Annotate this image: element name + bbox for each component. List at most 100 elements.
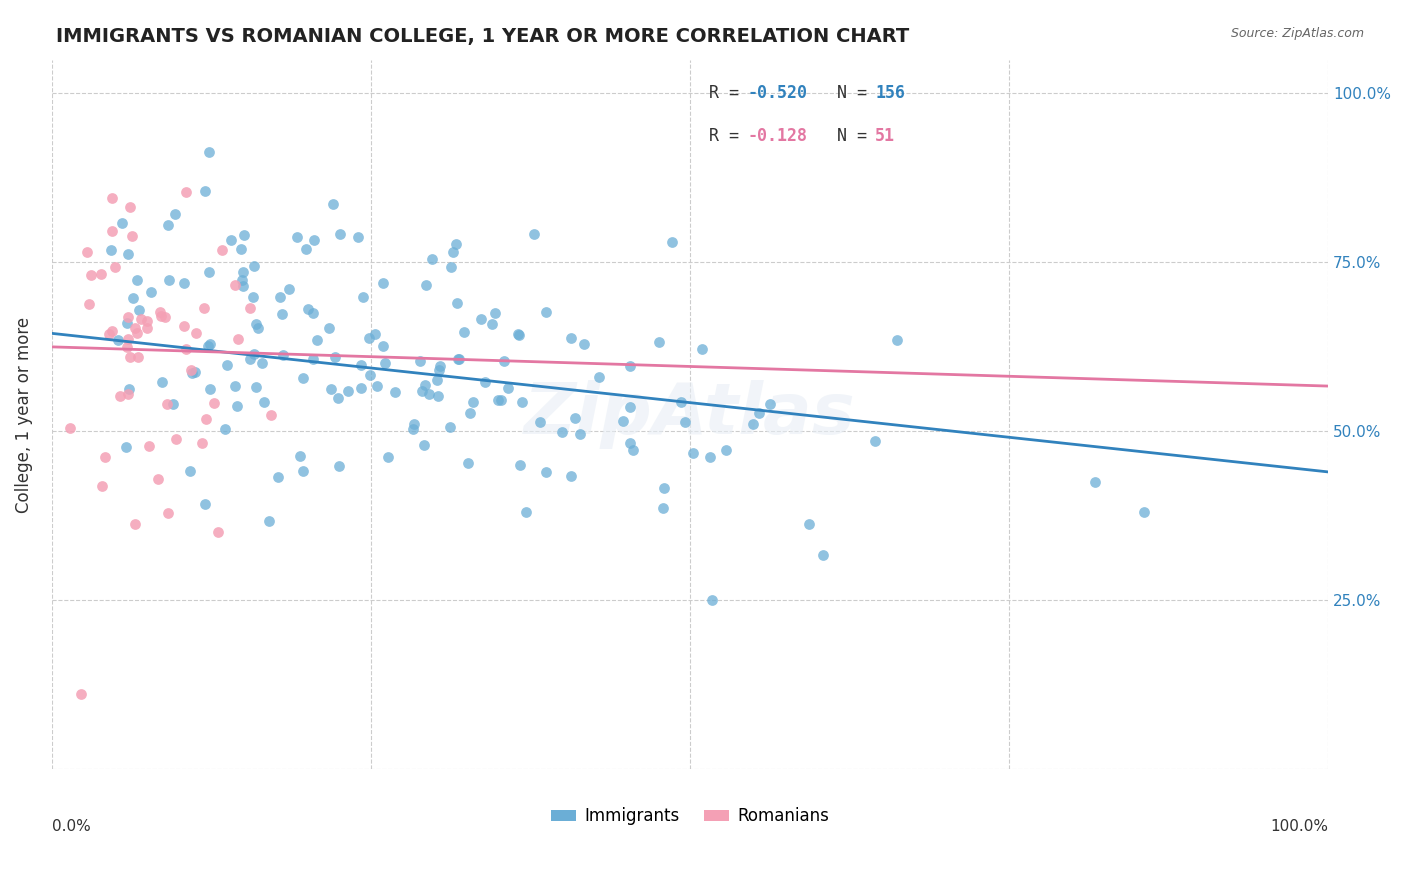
Point (484, 306, 506, 320)
Point (104, 260, 127, 275)
Point (302, 351, 325, 366)
Point (350, 381, 373, 395)
Point (337, 384, 360, 399)
Point (110, 388, 132, 402)
Point (446, 295, 468, 310)
Point (612, 414, 634, 428)
Point (411, 384, 433, 399)
Point (193, 301, 215, 315)
Point (125, 273, 148, 287)
Point (69, 687, 91, 701)
Point (194, 497, 217, 511)
Point (415, 377, 437, 392)
Point (418, 387, 440, 401)
Point (139, 285, 162, 299)
Point (271, 307, 294, 321)
Point (156, 397, 179, 411)
Point (136, 314, 159, 328)
Point (301, 306, 323, 320)
Point (150, 375, 173, 389)
Point (184, 326, 207, 341)
Point (496, 381, 519, 395)
Point (127, 350, 149, 364)
Point (76, 244, 98, 259)
Point (427, 389, 450, 403)
Point (366, 379, 388, 393)
Point (523, 227, 546, 241)
Point (245, 380, 267, 394)
Point (129, 312, 152, 326)
Point (157, 273, 180, 287)
Point (359, 368, 381, 382)
Point (371, 339, 394, 353)
Point (811, 548, 834, 562)
Point (425, 373, 447, 387)
Point (534, 465, 557, 479)
Point (652, 500, 675, 515)
Text: 51: 51 (875, 127, 896, 145)
Point (322, 197, 344, 211)
Text: 156: 156 (875, 85, 905, 103)
Point (384, 384, 406, 399)
Point (191, 435, 214, 450)
Point (427, 362, 450, 376)
Point (226, 399, 249, 413)
Point (118, 200, 141, 214)
Point (510, 395, 533, 409)
Point (439, 419, 461, 434)
Point (374, 356, 396, 370)
Point (307, 333, 329, 347)
Point (173, 276, 195, 290)
Point (59, 421, 82, 435)
Point (107, 333, 129, 347)
Point (346, 230, 368, 244)
Point (197, 339, 219, 353)
Point (114, 440, 136, 454)
Point (509, 458, 531, 472)
Point (619, 359, 641, 373)
Point (232, 279, 254, 293)
Point (377, 450, 399, 465)
Point (243, 347, 266, 361)
Point (564, 411, 586, 425)
Point (494, 354, 516, 368)
Point (797, 517, 820, 532)
Point (402, 417, 425, 431)
Point (415, 277, 437, 292)
Point (207, 524, 229, 539)
Point (661, 235, 683, 249)
Point (257, 514, 280, 528)
Point (101, 224, 124, 238)
Point (652, 482, 675, 496)
Point (184, 365, 207, 379)
Point (508, 327, 530, 342)
Point (198, 265, 221, 279)
Point (117, 247, 139, 261)
Point (402, 422, 425, 436)
Point (463, 394, 485, 409)
Point (648, 334, 671, 349)
Point (162, 396, 184, 410)
Point (117, 382, 139, 396)
Point (446, 236, 468, 251)
Point (318, 320, 340, 334)
Point (329, 227, 352, 241)
Point (174, 342, 197, 356)
Point (328, 392, 350, 406)
Point (181, 366, 204, 380)
Point (239, 301, 262, 316)
Point (1133, 505, 1156, 519)
Point (100, 244, 122, 258)
Point (124, 516, 146, 531)
Point (702, 593, 724, 607)
Point (204, 396, 226, 410)
Point (239, 352, 262, 367)
Point (420, 252, 443, 266)
Point (138, 440, 160, 454)
Point (371, 276, 394, 290)
Text: IMMIGRANTS VS ROMANIAN COLLEGE, 1 YEAR OR MORE CORRELATION CHART: IMMIGRANTS VS ROMANIAN COLLEGE, 1 YEAR O… (56, 27, 910, 45)
Point (741, 417, 763, 431)
Point (364, 326, 387, 341)
Point (173, 318, 195, 333)
Point (165, 207, 187, 221)
